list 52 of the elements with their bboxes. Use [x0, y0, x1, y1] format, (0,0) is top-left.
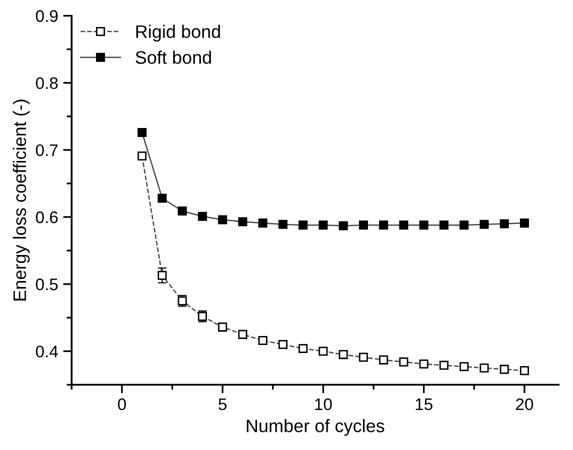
legend-label: Soft bond [136, 50, 211, 64]
point [338, 350, 348, 360]
point [178, 206, 187, 216]
x-tick-label: 5 [218, 398, 227, 410]
point [520, 218, 529, 228]
point [158, 270, 167, 280]
point [379, 355, 388, 364]
point [318, 346, 328, 356]
x-tick-label: 15 [416, 398, 432, 410]
point [399, 357, 408, 366]
y-tick-label: 0.6 [36, 211, 58, 224]
point [439, 360, 448, 370]
point [258, 218, 268, 228]
point [480, 220, 489, 229]
point [238, 217, 248, 226]
point [238, 330, 248, 339]
point [138, 128, 147, 138]
y-tick-label: 0.5 [36, 278, 58, 290]
point [460, 220, 469, 230]
point [439, 220, 448, 230]
x-tick-label: 10 [315, 398, 332, 410]
point [278, 220, 288, 229]
y-tick-label: 0.8 [36, 77, 58, 90]
x-axis-title: Number of cycles [246, 419, 384, 436]
point [358, 220, 368, 230]
point [419, 220, 428, 230]
point [218, 215, 228, 224]
point [520, 366, 529, 376]
point [198, 212, 207, 221]
point [138, 151, 147, 160]
point [158, 194, 167, 203]
point [399, 220, 408, 230]
y-tick-label: 0.9 [36, 10, 58, 22]
point [500, 364, 509, 374]
point [379, 220, 388, 230]
point [419, 359, 428, 368]
x-tick-label: 20 [516, 398, 534, 410]
point [500, 219, 509, 228]
point [318, 220, 328, 230]
point [258, 336, 268, 345]
point [358, 352, 368, 362]
point [298, 220, 308, 230]
point [338, 221, 348, 230]
y-tick-label: 0.4 [36, 346, 58, 358]
point [298, 344, 308, 354]
y-tick-label: 0.7 [36, 144, 58, 156]
point [278, 340, 288, 350]
point [460, 362, 469, 372]
x-tick-label: 0 [118, 398, 126, 410]
legend-label: Rigid bond [136, 24, 220, 42]
point [480, 363, 489, 372]
y-axis-title: Energy loss coefficient (-) [12, 100, 30, 300]
